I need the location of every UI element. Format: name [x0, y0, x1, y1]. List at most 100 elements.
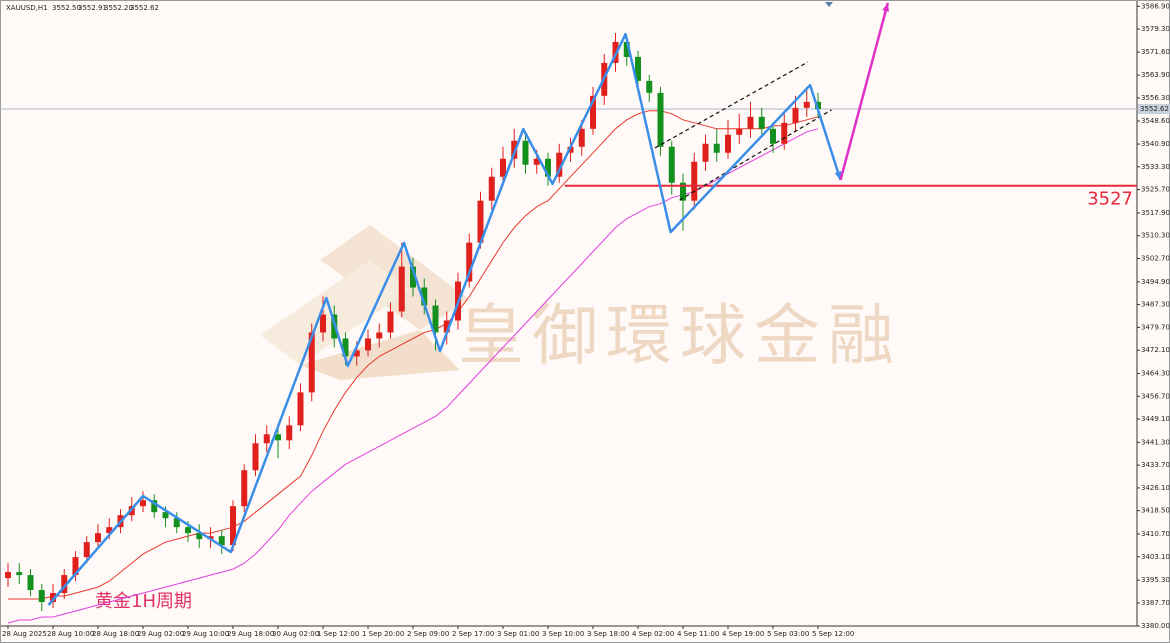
- x-tick-label: 4 Sep 02:00: [632, 630, 674, 638]
- candle-body: [736, 128, 743, 135]
- y-tick-label: 3472.10: [1141, 346, 1170, 354]
- candle-body: [83, 542, 90, 558]
- candle-body: [533, 158, 540, 165]
- period-label: 黄金1H周期: [95, 591, 192, 612]
- candle-body: [297, 392, 304, 426]
- candle-body: [173, 518, 180, 528]
- candle-body: [185, 527, 191, 534]
- x-tick-label: 28 Aug 2025: [2, 630, 47, 638]
- x-tick-label: 30 Aug 02:00: [272, 630, 319, 638]
- candle-body: [770, 128, 776, 144]
- candle-body: [545, 158, 551, 177]
- candle-body: [106, 527, 113, 534]
- candle-body: [432, 305, 439, 333]
- logo-shape: [320, 225, 470, 330]
- candle-body: [5, 572, 11, 579]
- candle-body: [61, 575, 68, 594]
- quote-value: 3552.91: [78, 4, 107, 12]
- y-tick-label: 3426.10: [1141, 484, 1170, 492]
- quote-value: 3552.62: [130, 4, 159, 12]
- candle-body: [50, 593, 56, 603]
- candle-body: [702, 143, 709, 162]
- forecast-arrow: [839, 2, 890, 181]
- candle-body: [725, 134, 731, 153]
- y-tick-label: 3533.30: [1141, 163, 1170, 171]
- candle-body: [466, 242, 473, 282]
- candle-body: [218, 536, 225, 546]
- y-tick-label: 3494.90: [1141, 278, 1170, 286]
- candle-body: [376, 332, 383, 339]
- x-tick-label: 3 Sep 01:00: [497, 630, 539, 638]
- y-tick-label: 3410.70: [1141, 530, 1170, 538]
- candle-body: [27, 575, 34, 591]
- x-tick-label: 29 Aug 18:00: [227, 630, 274, 638]
- candle-body: [95, 533, 101, 543]
- candle-body: [635, 56, 641, 81]
- candle-body: [252, 443, 259, 471]
- quote-value: 3552.20: [104, 4, 133, 12]
- y-tick-label: 3571.60: [1141, 48, 1170, 56]
- y-tick-label: 3387.70: [1141, 599, 1170, 607]
- zigzag-line: [47, 32, 842, 606]
- candle-body: [421, 287, 428, 306]
- y-tick-label: 3449.10: [1141, 415, 1170, 423]
- watermark-text: 皇御環球金融: [458, 297, 902, 374]
- y-tick-label: 3548.60: [1141, 117, 1170, 125]
- y-tick-label: 3464.30: [1141, 370, 1170, 378]
- channel-line: [679, 109, 832, 201]
- current-price-label: 3552.62: [1140, 105, 1169, 113]
- arrow-head: [834, 171, 842, 181]
- x-tick-label: 5 Sep 12:00: [812, 630, 854, 638]
- candle-body: [353, 350, 360, 357]
- candle-body: [522, 140, 529, 165]
- quote-value: 3552.50: [52, 4, 81, 12]
- candle-body: [803, 101, 810, 108]
- candle-body: [365, 338, 371, 351]
- y-tick-label: 3517.90: [1141, 209, 1170, 217]
- candle-body: [443, 320, 450, 333]
- moving-average: [8, 110, 819, 600]
- y-tick-label: 3441.30: [1141, 438, 1170, 446]
- candle-body: [16, 572, 23, 576]
- candle-body: [657, 92, 664, 147]
- candle-body: [38, 590, 45, 603]
- candle-body: [140, 500, 146, 507]
- watermark-logo: [260, 225, 470, 380]
- candle-body: [668, 146, 675, 183]
- arrow-head: [882, 2, 889, 12]
- candle-body: [556, 152, 563, 177]
- candle-body: [488, 176, 495, 201]
- candle-body: [646, 80, 653, 93]
- candle-body: [590, 95, 596, 129]
- x-tick-label: 1 Sep 12:00: [317, 630, 359, 638]
- y-tick-label: 3380.00: [1141, 622, 1170, 630]
- candle-body: [342, 338, 349, 357]
- candle-body: [781, 122, 788, 144]
- candle-body: [241, 470, 248, 507]
- logo-shape: [300, 330, 460, 380]
- candle-body: [623, 41, 630, 57]
- candle-body: [680, 182, 686, 201]
- y-tick-label: 3540.90: [1141, 140, 1170, 148]
- candle-body: [815, 101, 821, 109]
- candle-body: [477, 200, 484, 243]
- y-tick-label: 3525.70: [1141, 186, 1170, 194]
- candle-body: [196, 533, 203, 540]
- current-price-box: [1138, 103, 1170, 114]
- candle-body: [263, 434, 270, 444]
- candle-body: [747, 116, 754, 129]
- y-tick-label: 3433.70: [1141, 461, 1170, 469]
- y-tick-label: 3403.10: [1141, 553, 1170, 561]
- x-tick-label: 4 Sep 19:00: [722, 630, 764, 638]
- candle-body: [410, 266, 416, 288]
- candle-body: [72, 557, 79, 576]
- candle-body: [320, 314, 326, 333]
- candle-body: [758, 116, 765, 129]
- x-tick-label: 29 Aug 10:00: [182, 630, 229, 638]
- scroll-marker: [825, 2, 833, 7]
- x-tick-label: 28 Aug 18:00: [92, 630, 139, 638]
- candle-body: [792, 107, 799, 123]
- y-tick-label: 3395.30: [1141, 576, 1170, 584]
